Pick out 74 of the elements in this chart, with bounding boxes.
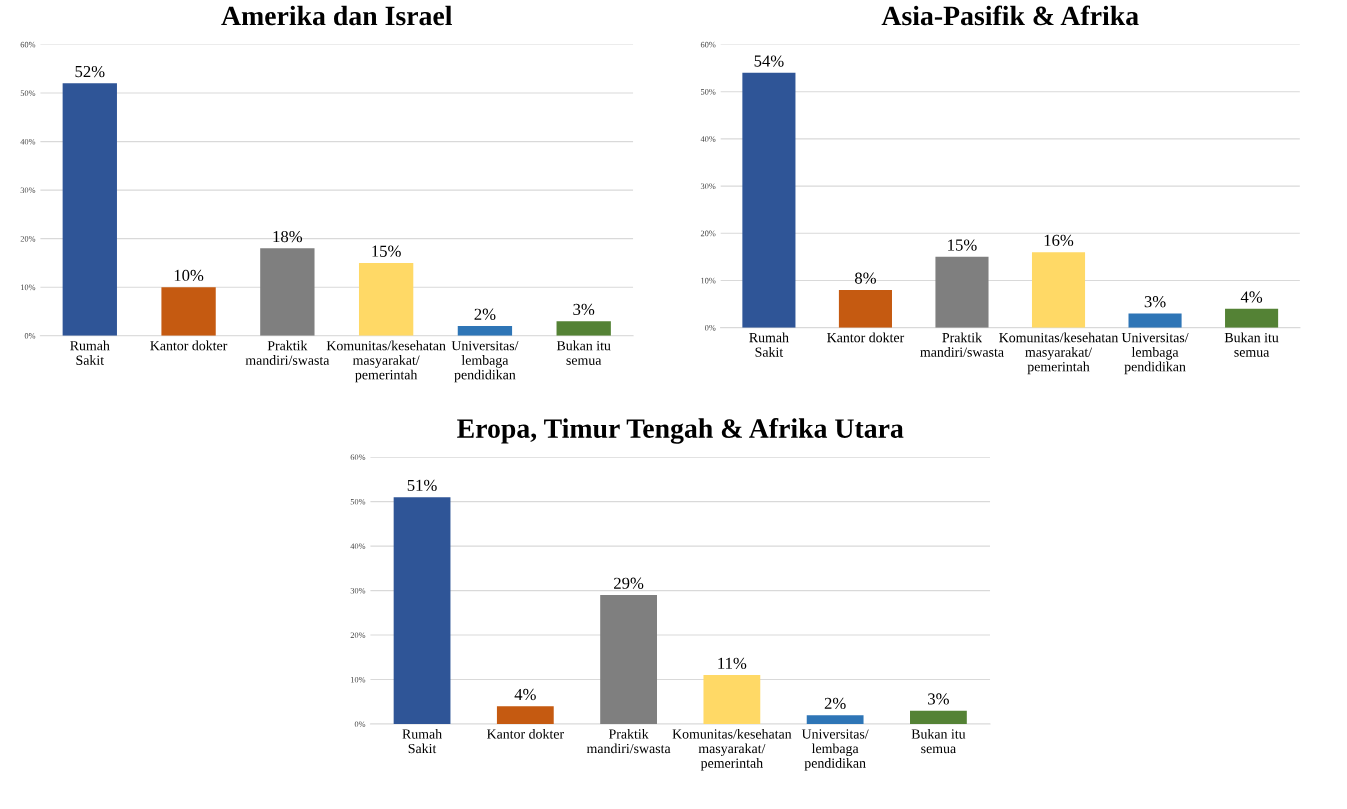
x-tick-label: Rumah Sakit xyxy=(402,728,442,754)
y-tick-label: 0% xyxy=(354,721,366,728)
data-label: 51% xyxy=(407,479,437,492)
y-tick-label: 30% xyxy=(700,183,716,190)
data-label: 3% xyxy=(573,303,595,316)
y-tick-label: 50% xyxy=(700,89,716,95)
y-tick-label: 10% xyxy=(351,676,366,683)
y-tick-label: 60% xyxy=(350,454,366,461)
y-tick-label: 60% xyxy=(20,41,36,48)
y-tick-label: 0% xyxy=(704,324,716,331)
data-label: 3% xyxy=(928,693,949,705)
x-tick-label: Bukan itu semua xyxy=(1224,332,1279,357)
bar xyxy=(496,706,554,725)
data-label: 10% xyxy=(174,269,204,282)
bar xyxy=(1128,313,1182,328)
bar xyxy=(742,72,796,328)
x-tick-label: Universitas/ lembaga pendidikan xyxy=(1121,332,1189,375)
bar xyxy=(703,675,761,725)
bar xyxy=(457,326,513,336)
bar xyxy=(62,83,117,336)
data-label: 54% xyxy=(754,55,784,67)
x-tick-label: Universitas/ lembaga pendidikan xyxy=(801,729,869,771)
y-tick-label: 0% xyxy=(24,333,36,339)
y-tick-label: 50% xyxy=(20,90,36,97)
data-label: 2% xyxy=(474,308,496,320)
bar xyxy=(161,287,216,336)
data-label: 29% xyxy=(614,577,644,589)
y-tick-label: 40% xyxy=(350,543,366,550)
bar xyxy=(910,710,967,725)
x-tick-label: Komunitas/kesehatan masyarakat/ pemerintah xyxy=(672,728,792,771)
x-tick-label: Rumah Sakit xyxy=(749,332,789,357)
bar xyxy=(393,497,451,725)
bar xyxy=(1225,308,1279,328)
x-tick-label: Kantor dokter xyxy=(827,332,905,343)
chart-title: Eropa, Timur Tengah & Afrika Utara xyxy=(457,418,904,444)
x-tick-label: Rumah Sakit xyxy=(70,340,110,365)
x-tick-label: Kantor dokter xyxy=(486,728,564,739)
y-tick-label: 10% xyxy=(21,284,36,291)
data-label: 18% xyxy=(273,230,303,243)
y-tick-label: 40% xyxy=(700,136,716,142)
data-label: 8% xyxy=(854,272,876,284)
y-tick-label: 40% xyxy=(20,138,36,145)
data-label: 4% xyxy=(514,688,536,701)
data-label: 11% xyxy=(718,657,747,669)
y-tick-label: 20% xyxy=(20,236,36,242)
bar xyxy=(806,715,864,725)
x-tick-label: Bukan itu semua xyxy=(911,728,966,754)
data-label: 52% xyxy=(75,65,105,78)
y-tick-label: 30% xyxy=(350,587,366,594)
y-tick-label: 50% xyxy=(350,498,366,505)
x-tick-label: Praktik mandiri/swasta xyxy=(586,728,671,754)
bar xyxy=(838,289,892,328)
bar xyxy=(600,595,657,725)
y-tick-label: 30% xyxy=(20,187,36,194)
x-tick-label: Bukan itu semua xyxy=(556,340,611,365)
bar xyxy=(556,321,611,336)
data-label: 4% xyxy=(1240,291,1263,303)
data-label: 15% xyxy=(948,239,977,251)
data-label: 15% xyxy=(372,245,401,257)
x-tick-label: Universitas/ lembaga pendidikan xyxy=(451,341,519,383)
bar xyxy=(260,248,315,336)
data-label: 3% xyxy=(1144,296,1166,308)
y-tick-label: 60% xyxy=(700,41,716,48)
y-tick-label: 20% xyxy=(700,230,716,237)
bar xyxy=(935,256,989,328)
data-label: 16% xyxy=(1044,234,1074,247)
y-tick-label: 10% xyxy=(701,277,716,284)
y-tick-label: 20% xyxy=(350,632,366,639)
x-tick-label: Kantor dokter xyxy=(150,340,228,351)
bar xyxy=(358,262,414,336)
chart-title: Amerika dan Israel xyxy=(221,5,453,26)
data-label: 2% xyxy=(824,697,846,710)
bar xyxy=(1031,252,1086,328)
chart-title: Asia-Pasifik & Afrika xyxy=(881,5,1139,26)
